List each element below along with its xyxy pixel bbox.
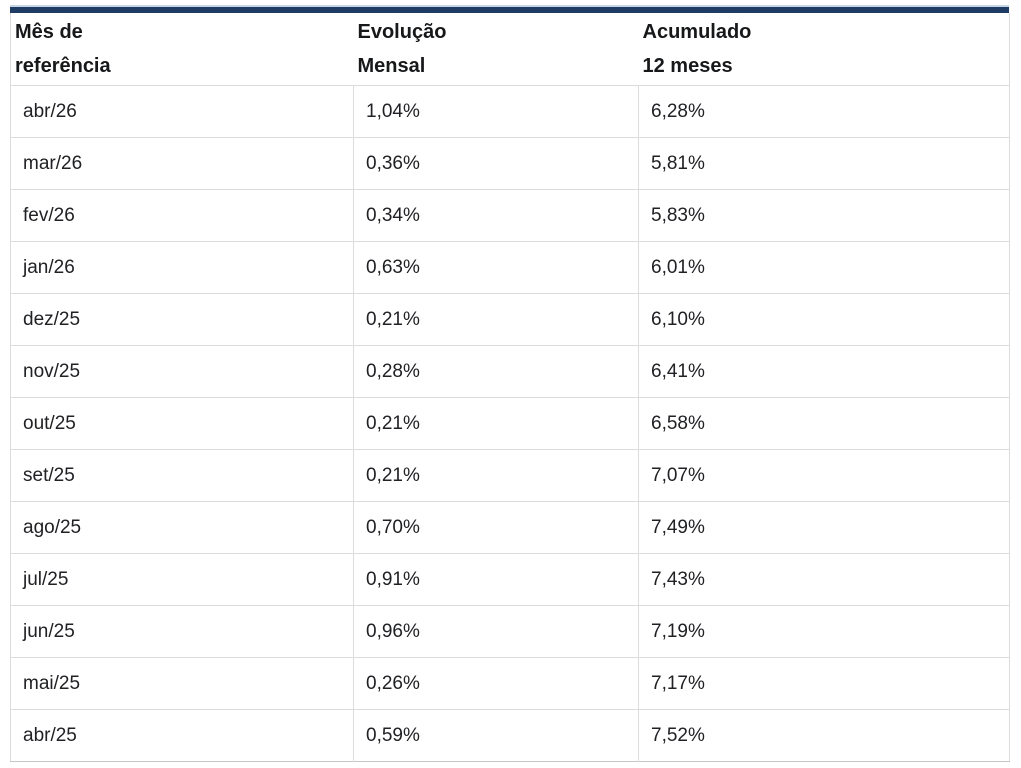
cell-accumulated: 7,49% xyxy=(638,501,1010,554)
column-header-month-line1: Mês de xyxy=(15,21,83,43)
table-row: nov/25 0,28% 6,41% xyxy=(10,345,1010,398)
table-row: jan/26 0,63% 6,01% xyxy=(10,241,1010,294)
cell-monthly: 0,21% xyxy=(353,293,639,346)
cell-month: mai/25 xyxy=(10,657,354,710)
index-table: Mês de referência Evolução Mensal Acumul… xyxy=(10,13,1010,762)
cell-monthly: 0,70% xyxy=(353,501,639,554)
table-row: mai/25 0,26% 7,17% xyxy=(10,657,1010,710)
cell-accumulated: 6,58% xyxy=(638,397,1010,450)
cell-month: jun/25 xyxy=(10,605,354,658)
column-header-monthly: Evolução Mensal xyxy=(354,13,639,86)
cell-accumulated: 5,81% xyxy=(638,137,1010,190)
table-row: abr/26 1,04% 6,28% xyxy=(10,85,1010,138)
cell-month: jan/26 xyxy=(10,241,354,294)
cell-monthly: 0,59% xyxy=(353,709,639,762)
table-top-accent-light xyxy=(10,5,1009,7)
table-row: jul/25 0,91% 7,43% xyxy=(10,553,1010,606)
cell-monthly: 0,96% xyxy=(353,605,639,658)
column-header-month: Mês de referência xyxy=(11,13,354,86)
table-row: set/25 0,21% 7,07% xyxy=(10,449,1010,502)
column-header-month-line2: referência xyxy=(15,55,111,77)
index-table-container: Mês de referência Evolução Mensal Acumul… xyxy=(10,5,1010,762)
cell-month: set/25 xyxy=(10,449,354,502)
column-header-monthly-line1: Evolução xyxy=(357,21,447,43)
cell-monthly: 0,36% xyxy=(353,137,639,190)
cell-month: out/25 xyxy=(10,397,354,450)
cell-accumulated: 6,01% xyxy=(638,241,1010,294)
column-header-accumulated: Acumulado 12 meses xyxy=(639,13,1010,86)
cell-accumulated: 7,19% xyxy=(638,605,1010,658)
cell-accumulated: 6,41% xyxy=(638,345,1010,398)
cell-accumulated: 7,17% xyxy=(638,657,1010,710)
cell-monthly: 1,04% xyxy=(353,85,639,138)
cell-accumulated: 7,07% xyxy=(638,449,1010,502)
cell-monthly: 0,34% xyxy=(353,189,639,242)
column-header-accumulated-line1: Acumulado xyxy=(642,21,752,43)
column-header-accumulated-line2: 12 meses xyxy=(642,55,733,77)
cell-month: nov/25 xyxy=(10,345,354,398)
cell-monthly: 0,21% xyxy=(353,449,639,502)
cell-monthly: 0,28% xyxy=(353,345,639,398)
cell-accumulated: 6,10% xyxy=(638,293,1010,346)
cell-month: jul/25 xyxy=(10,553,354,606)
cell-accumulated: 5,83% xyxy=(638,189,1010,242)
table-body: abr/26 1,04% 6,28% mar/26 0,36% 5,81% fe… xyxy=(10,85,1010,762)
cell-monthly: 0,63% xyxy=(353,241,639,294)
cell-month: dez/25 xyxy=(10,293,354,346)
cell-month: abr/25 xyxy=(10,709,354,762)
cell-monthly: 0,26% xyxy=(353,657,639,710)
header-row: Mês de referência Evolução Mensal Acumul… xyxy=(11,13,1010,86)
table-row: ago/25 0,70% 7,49% xyxy=(10,501,1010,554)
table-row: out/25 0,21% 6,58% xyxy=(10,397,1010,450)
column-header-monthly-line2: Mensal xyxy=(357,55,426,77)
cell-accumulated: 7,52% xyxy=(638,709,1010,762)
cell-accumulated: 7,43% xyxy=(638,553,1010,606)
table-header: Mês de referência Evolução Mensal Acumul… xyxy=(11,13,1010,86)
table-row: abr/25 0,59% 7,52% xyxy=(10,709,1010,762)
table-row: mar/26 0,36% 5,81% xyxy=(10,137,1010,190)
table-row: dez/25 0,21% 6,10% xyxy=(10,293,1010,346)
cell-month: fev/26 xyxy=(10,189,354,242)
cell-month: mar/26 xyxy=(10,137,354,190)
table-row: jun/25 0,96% 7,19% xyxy=(10,605,1010,658)
cell-monthly: 0,21% xyxy=(353,397,639,450)
table-row: fev/26 0,34% 5,83% xyxy=(10,189,1010,242)
cell-accumulated: 6,28% xyxy=(638,85,1010,138)
cell-month: abr/26 xyxy=(10,85,354,138)
table-top-accent-navy xyxy=(10,7,1009,13)
cell-month: ago/25 xyxy=(10,501,354,554)
cell-monthly: 0,91% xyxy=(353,553,639,606)
